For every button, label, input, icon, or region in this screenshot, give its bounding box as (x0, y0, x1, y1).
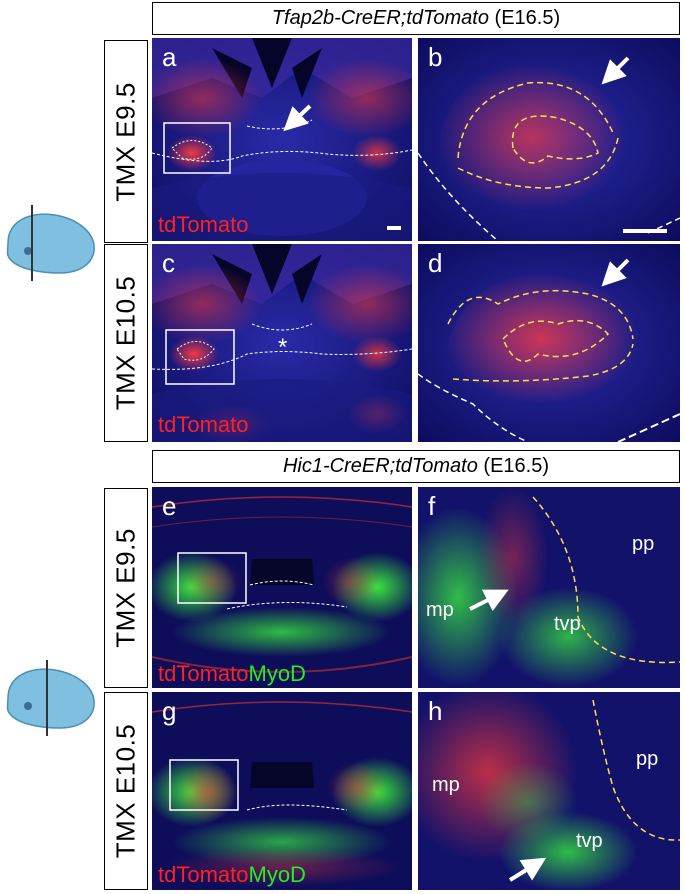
top-genotype: Tfap2b-CreER;tdTomato (271, 7, 489, 29)
panel-letter: b (428, 42, 443, 72)
stain-label: tdTomatoMyoD (158, 864, 306, 886)
row-condition: TMX E9.5 (110, 81, 141, 202)
label-mp: mp (432, 774, 460, 796)
top-header: Tfap2b-CreER;tdTomato (E16.5) (152, 2, 680, 35)
stain-myod: MyoD (248, 862, 306, 887)
arrow-icon (508, 857, 547, 882)
row-label-e: TMX E9.5 (104, 488, 148, 688)
label-tvp: tvp (554, 613, 581, 635)
bottom-header: Hic1-CreER;tdTomato (E16.5) (152, 450, 680, 483)
row-condition: TMX E10.5 (110, 723, 141, 859)
panel-g: g tdTomatoMyoD (152, 692, 412, 890)
label-pp: pp (632, 533, 655, 555)
arrow-icon (601, 258, 630, 287)
arrow-icon (469, 589, 509, 612)
label-pp: pp (636, 748, 659, 770)
stain-tdtomato: tdTomato (158, 661, 249, 686)
panel-e: e tdTomatoMyoD (152, 487, 412, 688)
panel-f: f mp tvp pp (418, 487, 680, 688)
label-mp: mp (426, 599, 454, 621)
panel-letter: h (428, 696, 443, 726)
panel-b: b (418, 38, 680, 241)
top-stage: (E16.5) (494, 7, 561, 29)
panel-letter: d (428, 248, 443, 278)
stain-myod: MyoD (248, 661, 306, 686)
mouse-head-icon (0, 658, 100, 738)
row-condition: TMX E9.5 (110, 528, 141, 648)
stain-tdtomato: tdTomato (158, 862, 249, 887)
asterisk-marker: * (278, 334, 288, 361)
panel-letter: f (428, 491, 436, 521)
arrow-icon (283, 104, 312, 132)
bottom-genotype: Hic1-CreER;tdTomato (282, 455, 478, 477)
panel-letter: c (162, 248, 175, 278)
label-tvp: tvp (576, 830, 603, 852)
stain-label: tdTomato (158, 412, 249, 437)
row-condition: TMX E10.5 (110, 275, 141, 411)
row-label-a: TMX E9.5 (104, 40, 148, 243)
panel-letter: e (162, 491, 177, 521)
panel-c: c * tdTomato (152, 244, 412, 442)
panel-letter: g (162, 696, 177, 726)
panel-d: d (418, 244, 680, 442)
row-label-c: TMX E10.5 (104, 244, 148, 442)
panel-h: h mp tvp pp (418, 692, 680, 890)
panel-letter: a (162, 42, 177, 72)
arrow-icon (601, 56, 630, 85)
panel-a: a tdTomato (152, 38, 412, 241)
stain-label: tdTomato (158, 212, 249, 237)
row-label-g: TMX E10.5 (104, 692, 148, 890)
stain-label: tdTomatoMyoD (158, 663, 306, 685)
mouse-head-icon (0, 203, 100, 283)
bottom-stage: (E16.5) (483, 455, 550, 477)
